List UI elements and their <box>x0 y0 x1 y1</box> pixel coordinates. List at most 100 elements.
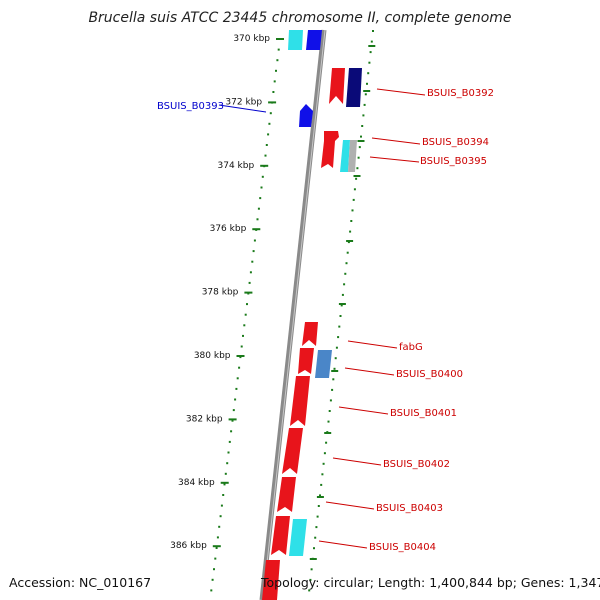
gene-label[interactable]: BSUIS_B0400 <box>396 369 463 380</box>
guide-dot-right <box>364 93 367 96</box>
guide-dot-right <box>328 410 331 412</box>
gene-feature-navy-b0392[interactable] <box>346 68 362 107</box>
guide-dot-left <box>249 271 252 274</box>
guide-dot-left <box>265 144 268 146</box>
guide-dot-left <box>276 59 279 62</box>
gene-features <box>262 30 362 600</box>
guide-dot-right <box>358 146 361 149</box>
guide-dot-right <box>314 536 317 539</box>
gene-label[interactable]: BSUIS_B0402 <box>383 459 450 470</box>
gene-feature-cyan-b0395[interactable] <box>340 140 350 172</box>
guide-dot-right <box>345 262 348 265</box>
guide-dot-left <box>275 69 277 72</box>
gene-label[interactable]: BSUIS_B0395 <box>420 156 487 167</box>
gene-label[interactable]: BSUIS_B0401 <box>390 408 457 419</box>
guide-dot-left <box>228 440 231 443</box>
gene-feature-red-b0403[interactable] <box>277 477 296 512</box>
guide-dot-right <box>360 135 362 138</box>
guide-dot-right <box>339 315 342 317</box>
guide-dot-left <box>211 578 214 581</box>
guide-dot-left <box>256 218 259 221</box>
guide-dot-right <box>349 230 352 233</box>
guide-dash-right <box>316 496 324 498</box>
guide-dot-left <box>246 303 248 306</box>
gene-label[interactable]: BSUIS_B0393 <box>157 101 224 112</box>
guide-dot-right <box>313 547 315 550</box>
guide-dot-left <box>213 568 215 571</box>
kbp-tick <box>244 291 253 294</box>
guide-dot-right <box>321 473 324 476</box>
guide-dot-left <box>240 345 243 348</box>
guide-dot-right <box>340 304 343 307</box>
gene-label[interactable]: BSUIS_B0404 <box>369 542 436 553</box>
guide-dash-right <box>338 303 346 305</box>
kbp-tick <box>220 481 229 484</box>
guide-dot-left <box>259 197 262 200</box>
guide-dash-right <box>357 140 365 142</box>
kbp-tick <box>276 38 284 40</box>
kbp-tick-label: 376 kbp <box>210 224 247 234</box>
guide-dot-right <box>320 483 323 486</box>
guide-dot-left <box>222 494 225 496</box>
gene-feature-red-b0402[interactable] <box>282 428 303 474</box>
guide-dot-right <box>351 209 354 212</box>
kbp-tick <box>236 355 245 357</box>
guide-dot-right <box>346 251 349 254</box>
guide-dot-left <box>264 154 267 157</box>
guide-dot-right <box>331 388 334 391</box>
guide-dot-left <box>218 525 221 528</box>
gene-feature-red-b0394[interactable] <box>321 131 339 168</box>
guide-dot-left <box>252 250 255 253</box>
gene-label[interactable]: BSUIS_B0403 <box>376 503 443 514</box>
guide-dot-left <box>248 281 251 284</box>
guide-dot-right <box>347 241 350 244</box>
accession-text: Accession: NC_010167 <box>9 575 152 590</box>
kbp-tick <box>228 418 237 421</box>
guide-dot-left <box>210 589 213 592</box>
gene-label[interactable]: BSUIS_B0394 <box>422 137 489 148</box>
guide-dot-left <box>244 313 247 316</box>
gene-feature-cyan-top[interactable] <box>288 30 303 50</box>
gene-feature-red-b0392a[interactable] <box>329 68 345 104</box>
kbp-tick-label: 372 kbp <box>225 97 262 107</box>
guide-dot-right <box>372 30 374 32</box>
guide-dot-left <box>269 112 272 115</box>
gene-feature-red-fabg[interactable] <box>302 322 318 346</box>
guide-dot-right <box>341 293 344 296</box>
guide-dot-left <box>268 122 271 125</box>
guide-dot-left <box>272 91 275 93</box>
guide-dot-left <box>242 334 244 337</box>
gene-feature-blue-b0393[interactable] <box>299 104 313 127</box>
guide-dash-right <box>353 175 361 177</box>
guide-dot-right <box>370 40 373 43</box>
guide-dash-right <box>346 240 354 242</box>
kbp-tick-label: 374 kbp <box>218 161 255 171</box>
gene-feature-red-b0401[interactable] <box>290 376 310 426</box>
gene-feature-red-b0404[interactable] <box>271 516 290 555</box>
gene-feature-cyan-b0404[interactable] <box>289 519 307 556</box>
guide-dot-right <box>329 399 332 402</box>
guide-dot-left <box>219 515 222 518</box>
backbone-line <box>259 29 327 600</box>
kbp-tick <box>260 164 269 167</box>
gene-feature-gray-b0395[interactable] <box>348 140 357 172</box>
guide-dot-right <box>335 346 338 349</box>
gene-label[interactable]: BSUIS_B0392 <box>427 88 494 99</box>
guide-dot-left <box>277 48 280 51</box>
guide-dash-right <box>368 45 376 47</box>
kbp-tick <box>212 545 221 548</box>
guide-dot-right <box>361 125 364 127</box>
gene-label[interactable]: fabG <box>399 342 423 353</box>
gene-feature-red-bottom[interactable] <box>262 560 280 600</box>
guide-dot-left <box>223 483 226 486</box>
gene-feature-red-b0400a[interactable] <box>298 348 314 374</box>
gene-feature-steel-b0400[interactable] <box>315 350 332 378</box>
kbp-tick-label: 370 kbp <box>233 34 270 44</box>
guide-dot-right <box>317 505 320 507</box>
gene-labels: BSUIS_B0392 BSUIS_B0393 BSUIS_B0394 BSUI… <box>157 88 494 553</box>
guide-dot-right <box>363 103 366 106</box>
gene-feature-blue-top[interactable] <box>306 30 322 50</box>
guide-dot-left <box>230 430 233 433</box>
guide-dot-right <box>356 167 359 170</box>
